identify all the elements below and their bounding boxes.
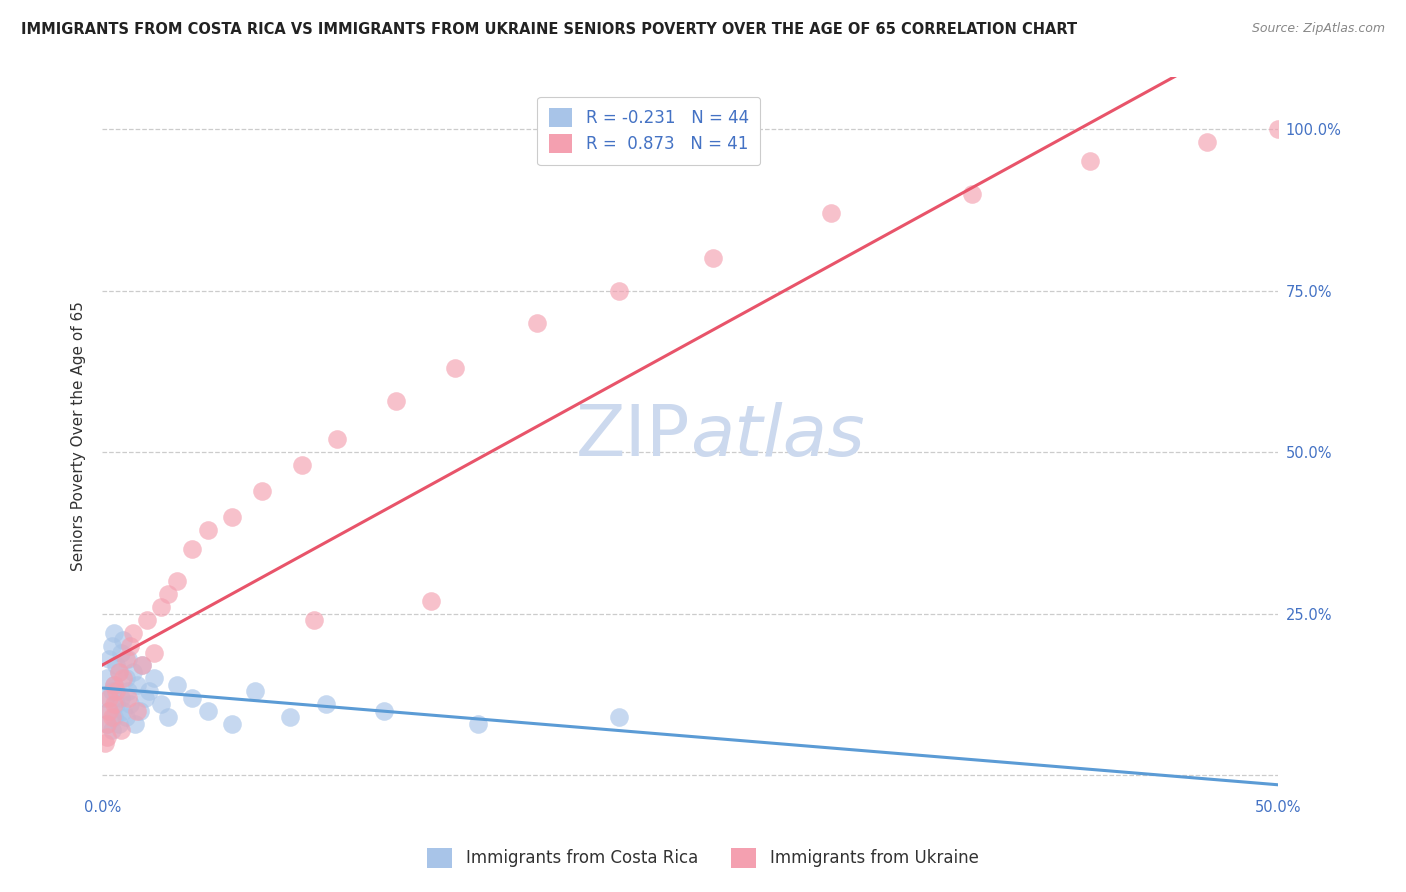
Point <box>315 697 337 711</box>
Point <box>107 665 129 679</box>
Point <box>121 626 143 640</box>
Point <box>127 678 149 692</box>
Point <box>960 186 983 201</box>
Point <box>121 665 143 679</box>
Point <box>302 613 325 627</box>
Point <box>114 710 136 724</box>
Point <box>107 665 129 679</box>
Point <box>131 658 153 673</box>
Point <box>103 678 125 692</box>
Point <box>105 684 128 698</box>
Point <box>467 716 489 731</box>
Point <box>127 704 149 718</box>
Text: ZIP: ZIP <box>575 401 690 471</box>
Point <box>142 646 165 660</box>
Point <box>120 697 142 711</box>
Point <box>103 697 125 711</box>
Point <box>98 690 121 705</box>
Point <box>142 672 165 686</box>
Point <box>98 704 121 718</box>
Text: Source: ZipAtlas.com: Source: ZipAtlas.com <box>1251 22 1385 36</box>
Point <box>820 206 842 220</box>
Point <box>120 639 142 653</box>
Point <box>157 587 180 601</box>
Point <box>103 678 125 692</box>
Point <box>609 710 631 724</box>
Point <box>103 626 125 640</box>
Point <box>134 690 156 705</box>
Point <box>1197 135 1219 149</box>
Point <box>93 736 115 750</box>
Point <box>112 632 135 647</box>
Point <box>221 716 243 731</box>
Point <box>114 652 136 666</box>
Point <box>149 600 172 615</box>
Text: atlas: atlas <box>690 401 865 471</box>
Point <box>291 458 314 472</box>
Point <box>117 684 139 698</box>
Point <box>100 723 122 737</box>
Point <box>100 639 122 653</box>
Point <box>110 690 132 705</box>
Y-axis label: Seniors Poverty Over the Age of 65: Seniors Poverty Over the Age of 65 <box>72 301 86 571</box>
Point <box>157 710 180 724</box>
Point <box>96 672 118 686</box>
Point <box>117 690 139 705</box>
Point <box>114 672 136 686</box>
Point <box>1078 154 1101 169</box>
Legend: Immigrants from Costa Rica, Immigrants from Ukraine: Immigrants from Costa Rica, Immigrants f… <box>420 841 986 875</box>
Point <box>96 730 118 744</box>
Point <box>107 716 129 731</box>
Point <box>93 690 115 705</box>
Point <box>138 684 160 698</box>
Point <box>180 542 202 557</box>
Point <box>526 316 548 330</box>
Point <box>197 704 219 718</box>
Point <box>100 710 122 724</box>
Legend: R = -0.231   N = 44, R =  0.873   N = 41: R = -0.231 N = 44, R = 0.873 N = 41 <box>537 96 761 165</box>
Point <box>105 658 128 673</box>
Point <box>385 393 408 408</box>
Point <box>443 361 465 376</box>
Point <box>98 704 121 718</box>
Point <box>243 684 266 698</box>
Point <box>221 509 243 524</box>
Point <box>420 594 443 608</box>
Point <box>112 672 135 686</box>
Text: IMMIGRANTS FROM COSTA RICA VS IMMIGRANTS FROM UKRAINE SENIORS POVERTY OVER THE A: IMMIGRANTS FROM COSTA RICA VS IMMIGRANTS… <box>21 22 1077 37</box>
Point <box>180 690 202 705</box>
Point <box>1267 122 1289 136</box>
Point <box>117 652 139 666</box>
Point <box>131 658 153 673</box>
Point <box>135 613 157 627</box>
Point <box>128 704 150 718</box>
Point <box>166 574 188 589</box>
Point <box>166 678 188 692</box>
Point <box>110 646 132 660</box>
Point <box>278 710 301 724</box>
Point <box>98 652 121 666</box>
Point <box>702 252 724 266</box>
Point <box>250 483 273 498</box>
Point <box>124 716 146 731</box>
Point <box>326 432 349 446</box>
Point <box>100 684 122 698</box>
Point <box>373 704 395 718</box>
Point <box>110 723 132 737</box>
Point <box>105 697 128 711</box>
Point <box>96 716 118 731</box>
Point <box>197 523 219 537</box>
Point <box>149 697 172 711</box>
Point <box>112 704 135 718</box>
Point <box>96 716 118 731</box>
Point <box>103 710 125 724</box>
Point <box>609 284 631 298</box>
